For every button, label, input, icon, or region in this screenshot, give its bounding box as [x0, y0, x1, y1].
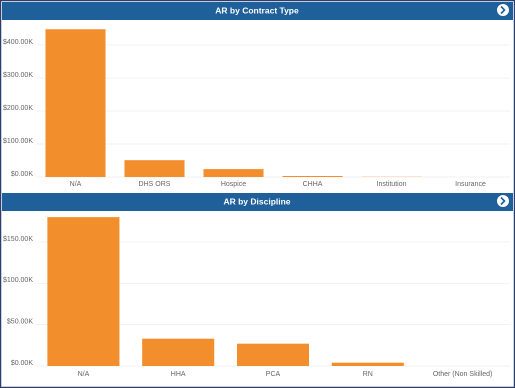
y-tick-label: $150.00K: [3, 236, 33, 243]
y-tick-label: $100.00K: [3, 277, 33, 284]
y-tick-label: $0.00K: [11, 171, 34, 178]
y-tick-label: $100.00K: [3, 138, 33, 145]
x-tick-label: Hospice: [221, 181, 246, 188]
x-tick-label: RN: [363, 371, 373, 378]
bar: [236, 343, 310, 366]
expand-button[interactable]: [496, 194, 510, 208]
bar: [203, 169, 264, 177]
bar: [47, 217, 120, 366]
x-tick-label: Institution: [377, 181, 407, 188]
x-tick-label: DHS ORS: [139, 181, 171, 188]
expand-button[interactable]: [496, 3, 510, 17]
bar: [282, 176, 343, 177]
x-tick-label: Insurance: [455, 181, 486, 188]
x-tick-label: Other (Non Skilled): [433, 371, 493, 378]
y-tick-label: $200.00K: [3, 105, 33, 112]
y-tick-label: $300.00K: [3, 72, 33, 79]
panel-title: AR by Discipline: [223, 196, 290, 206]
y-tick-label: $400.00K: [3, 39, 33, 46]
y-tick-label: $0.00K: [11, 360, 34, 367]
y-tick-label: $50.00K: [7, 318, 33, 325]
x-tick-label: PCA: [266, 371, 281, 378]
panel-header: [2, 2, 513, 20]
x-tick-label: CHHA: [303, 181, 323, 188]
panel-header: [2, 193, 513, 211]
x-tick-label: N/A: [70, 181, 82, 188]
panel-title: AR by Contract Type: [215, 5, 299, 15]
bar: [331, 362, 404, 366]
bar: [45, 29, 106, 177]
x-tick-label: HHA: [171, 371, 186, 378]
bar: [124, 160, 185, 177]
x-tick-label: N/A: [78, 371, 90, 378]
bar: [142, 338, 215, 366]
